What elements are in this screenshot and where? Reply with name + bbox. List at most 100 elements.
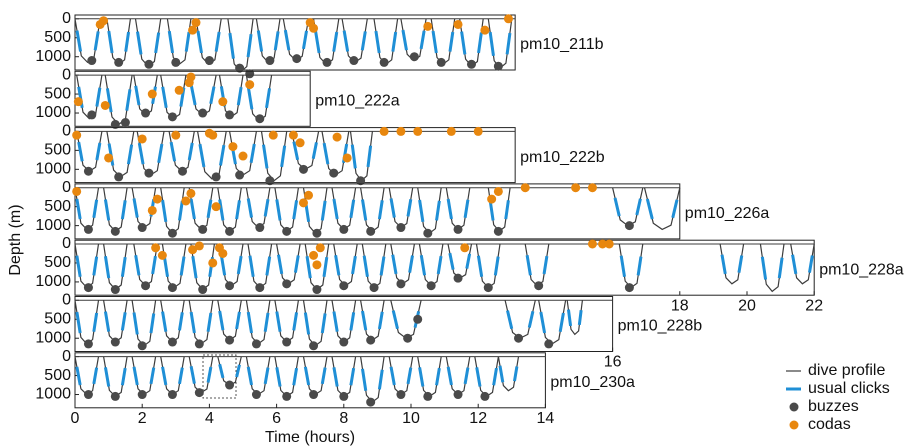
usual-clicks (169, 141, 194, 162)
usual-clicks (314, 30, 339, 54)
legend-label: codas (808, 416, 851, 433)
buzz (466, 59, 476, 69)
buzz (544, 339, 554, 349)
usual-clicks (525, 255, 549, 276)
coda (194, 241, 204, 251)
coda (309, 23, 319, 33)
panel-frame (74, 239, 815, 296)
buzz (493, 226, 503, 236)
usual-clicks (498, 365, 519, 383)
coda (208, 130, 218, 140)
coda (191, 18, 201, 28)
usual-clicks (361, 199, 384, 221)
buzz (110, 391, 120, 401)
y-tick-label: 1000 (35, 273, 71, 290)
buzz (453, 224, 463, 234)
buzz (87, 56, 97, 66)
buzz (309, 341, 319, 351)
usual-clicks (305, 256, 329, 279)
buzz (211, 172, 221, 182)
usual-clicks (332, 367, 356, 387)
y-tick-label: 500 (44, 310, 71, 327)
usual-clicks (389, 366, 413, 386)
y-tick-label: 500 (44, 85, 71, 102)
buzz (339, 337, 349, 347)
usual-clicks (189, 85, 216, 106)
x-tick-label: 6 (272, 410, 281, 427)
buzz (534, 281, 544, 291)
usual-clicks (246, 311, 270, 334)
legend-label: usual clicks (808, 380, 890, 397)
buzz (265, 56, 275, 66)
usual-clicks (446, 198, 470, 220)
coda (571, 183, 581, 193)
coda (245, 80, 255, 90)
coda (208, 258, 218, 268)
usual-clicks (374, 30, 398, 54)
buzz (120, 118, 130, 128)
coda (151, 243, 161, 253)
coda (446, 126, 456, 136)
usual-clicks (448, 252, 472, 270)
usual-clicks (103, 256, 127, 279)
buzz (339, 391, 349, 401)
coda (396, 126, 406, 136)
buzz (141, 108, 151, 118)
buzz (282, 337, 292, 347)
buzz (110, 226, 120, 236)
buzz (167, 337, 177, 347)
buzz (194, 339, 204, 349)
usual-clicks (613, 197, 642, 217)
usual-clicks (303, 199, 327, 223)
y-tick-label: 0 (62, 10, 71, 27)
usual-clicks (134, 255, 157, 276)
buzz (453, 273, 463, 283)
panel-frame (74, 14, 516, 71)
coda (72, 186, 82, 196)
buzz (339, 281, 349, 291)
coda (587, 239, 597, 249)
usual-clicks (645, 198, 679, 220)
coda (487, 194, 497, 204)
buzz (366, 226, 376, 236)
buzz (144, 59, 154, 69)
x-tick-label: 12 (469, 410, 487, 427)
usual-clicks (189, 198, 213, 220)
buzz (255, 114, 265, 124)
buzz (426, 281, 436, 291)
usual-clicks (107, 30, 131, 54)
coda (480, 25, 490, 35)
usual-clicks (246, 87, 272, 110)
usual-clicks (75, 198, 99, 220)
x-tick-label: 2 (138, 410, 147, 427)
usual-clicks (103, 199, 127, 221)
panel-label: pm10_228b (618, 318, 703, 335)
coda (379, 126, 389, 136)
usual-clicks (246, 198, 270, 218)
buzz (251, 339, 261, 349)
usual-clicks (475, 367, 498, 387)
usual-clicks (132, 366, 156, 386)
coda (473, 126, 483, 136)
buzz (255, 223, 265, 233)
y-tick-label: 0 (62, 292, 71, 309)
buzz (225, 281, 235, 291)
usual-clicks (332, 198, 356, 220)
buzz (225, 110, 235, 120)
x-tick-label: 0 (71, 410, 80, 427)
buzz (322, 57, 332, 67)
usual-clicks (619, 255, 643, 277)
y-tick-label: 0 (62, 348, 71, 365)
usual-clicks (167, 30, 191, 54)
buzz (403, 333, 413, 343)
usual-clicks (103, 367, 127, 387)
y-tick-label: 500 (44, 29, 71, 46)
x-tick-label: 14 (537, 410, 555, 427)
buzz (194, 388, 204, 398)
buzz (198, 224, 208, 234)
buzz (366, 335, 376, 345)
buzz (423, 228, 433, 238)
coda (288, 130, 298, 140)
buzz (396, 223, 406, 233)
